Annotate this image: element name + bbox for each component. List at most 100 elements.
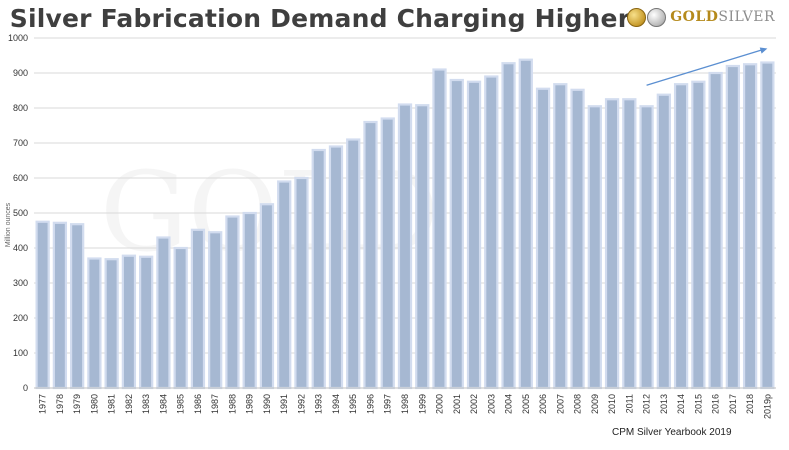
bar [156, 236, 171, 390]
x-tick-label: 2006 [538, 394, 548, 414]
bar [225, 215, 240, 390]
bar [691, 80, 706, 390]
y-tick-label: 1000 [8, 33, 28, 43]
bar [242, 211, 257, 390]
y-tick-label: 100 [13, 348, 28, 358]
bar [328, 145, 344, 390]
y-tick-label: 500 [13, 208, 28, 218]
bar [484, 75, 499, 390]
gold-coin-icon [627, 7, 647, 27]
y-tick-label: 0 [23, 383, 28, 393]
bar [139, 255, 154, 390]
x-tick-label: 2010 [607, 394, 617, 414]
x-tick-label: 1985 [176, 394, 186, 414]
x-tick-label: 2002 [469, 394, 479, 414]
bar [380, 117, 395, 390]
x-tick-label: 2011 [624, 394, 634, 413]
bar [277, 180, 292, 390]
x-tick-label: 2000 [435, 394, 445, 414]
bar [87, 257, 102, 390]
x-tick-label: 1981 [107, 394, 117, 414]
x-tick-label: 1978 [55, 394, 65, 414]
bar [294, 176, 309, 390]
bar [570, 88, 585, 390]
silver-coin-icon [647, 7, 667, 27]
x-tick-label: 1999 [417, 394, 427, 414]
x-tick-label: 2012 [642, 394, 652, 414]
y-tick-label: 200 [13, 313, 28, 323]
y-axis-label: Million ounces [5, 202, 12, 247]
y-tick-label: 400 [13, 243, 28, 253]
x-tick-label: 1992 [296, 394, 306, 414]
y-axis-ticks: 0 100 200 300 400 500 600 700 800 900 1000 [8, 33, 28, 393]
bar [708, 71, 723, 390]
bar [363, 120, 378, 390]
x-tick-label: 2013 [659, 394, 669, 414]
x-tick-label: 2005 [521, 394, 531, 414]
x-tick-label: 2003 [486, 394, 496, 414]
bar [104, 258, 119, 390]
y-tick-label: 700 [13, 138, 28, 148]
bar [35, 220, 50, 390]
bar [604, 98, 620, 390]
x-tick-label: 1977 [38, 394, 48, 414]
x-tick-label: 2014 [676, 394, 686, 414]
trend-arrow [646, 47, 768, 86]
x-tick-label: 1984 [158, 394, 168, 414]
source-note: CPM Silver Yearbook 2019 [612, 427, 732, 438]
y-tick-label: 600 [13, 173, 28, 183]
x-tick-label: 1990 [262, 394, 272, 414]
x-tick-label: 1983 [141, 394, 151, 414]
bar [69, 223, 85, 390]
bar [535, 87, 551, 390]
goldsilver-logo: GOLD SILVER [627, 6, 775, 28]
bar [673, 83, 689, 390]
x-tick-label: 2009 [590, 394, 600, 414]
bar [449, 78, 464, 390]
bar [466, 80, 482, 390]
x-tick-label: 1986 [193, 394, 203, 414]
x-tick-label: 1979 [72, 394, 82, 414]
bar [656, 93, 671, 390]
x-tick-label: 2019p [762, 394, 772, 419]
x-tick-label: 1996 [365, 394, 375, 414]
bar [190, 228, 206, 390]
x-tick-label: 1993 [314, 394, 324, 414]
x-tick-label: 1995 [348, 394, 358, 414]
bar [311, 148, 326, 390]
x-tick-label: 1980 [89, 394, 99, 414]
bar [173, 246, 188, 390]
bar [742, 63, 758, 390]
trend-arrow-head [759, 47, 768, 54]
y-tick-label: 300 [13, 278, 28, 288]
bar [587, 105, 602, 390]
bar [501, 62, 516, 390]
bar [518, 58, 533, 390]
x-tick-label: 1987 [210, 394, 220, 414]
bar [415, 104, 430, 390]
x-tick-label: 2004 [504, 394, 514, 414]
x-tick-label: 1989 [245, 394, 255, 414]
x-tick-label: 1998 [400, 394, 410, 414]
bar [639, 105, 654, 390]
logo-word-gold: GOLD [670, 9, 719, 25]
bars [35, 58, 775, 390]
bar [725, 64, 740, 390]
y-tick-label: 800 [13, 103, 28, 113]
x-tick-label: 1988 [227, 394, 237, 414]
x-tick-label: 1997 [383, 394, 393, 414]
x-tick-label: 2016 [711, 394, 721, 414]
x-tick-label: 2008 [573, 394, 583, 414]
x-tick-label: 1991 [279, 394, 289, 414]
bar [553, 83, 568, 390]
logo-word-silver: SILVER [718, 9, 775, 25]
bar [208, 231, 223, 390]
bar [121, 254, 137, 390]
bar [397, 103, 413, 390]
x-tick-label: 1982 [124, 394, 134, 414]
x-tick-label: 1994 [331, 394, 341, 414]
x-tick-label: 2015 [693, 394, 703, 414]
bar [346, 138, 361, 390]
x-axis-ticks: 1977 1978 1979 1980 1981 1982 1983 1984 1985 1986… [38, 394, 773, 419]
